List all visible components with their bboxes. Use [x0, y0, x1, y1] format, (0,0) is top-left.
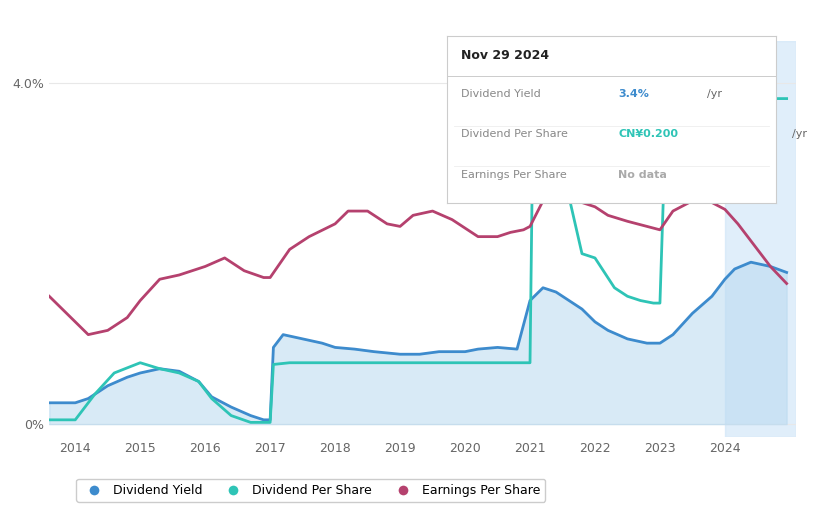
Text: /yr: /yr	[792, 130, 807, 139]
Text: Dividend Per Share: Dividend Per Share	[461, 130, 567, 139]
Text: Nov 29 2024: Nov 29 2024	[461, 49, 548, 62]
Text: No data: No data	[618, 170, 667, 180]
Text: Earnings Per Share: Earnings Per Share	[461, 170, 566, 180]
Text: CN¥0.200: CN¥0.200	[618, 130, 678, 139]
Text: Past: Past	[730, 56, 756, 70]
Text: Dividend Yield: Dividend Yield	[461, 89, 540, 99]
Text: /yr: /yr	[707, 89, 722, 99]
Legend: Dividend Yield, Dividend Per Share, Earnings Per Share: Dividend Yield, Dividend Per Share, Earn…	[76, 479, 545, 502]
Text: 3.4%: 3.4%	[618, 89, 649, 99]
Bar	[725, 41, 796, 437]
